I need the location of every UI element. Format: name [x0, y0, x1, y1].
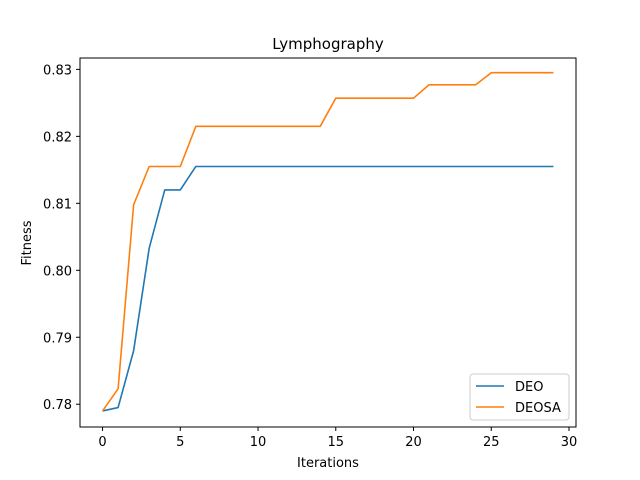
y-axis-label: Fitness — [20, 220, 35, 265]
legend: DEO DEOSA — [469, 373, 570, 421]
y-tick-label: 0.80 — [43, 264, 72, 279]
x-tick-label: 0 — [98, 435, 106, 450]
x-axis-label: Iterations — [297, 456, 359, 471]
legend-label-deo: DEO — [515, 380, 543, 395]
x-tick-label: 25 — [483, 435, 500, 450]
series-line-deosa — [101, 71, 554, 412]
series-line-deo — [102, 165, 554, 412]
y-tick-label: 0.82 — [43, 130, 72, 145]
ticks: 0 5 10 15 20 25 30 0.78 0.79 0.80 0.81 0.82 0.83 — [43, 63, 577, 450]
x-tick-label: 15 — [328, 435, 345, 450]
plot-frame — [79, 57, 577, 428]
y-tick-label: 0.83 — [43, 63, 72, 78]
x-tick-label: 10 — [250, 435, 267, 450]
legend-label-deosa: DEOSA — [515, 401, 561, 416]
x-tick-label: 5 — [176, 435, 184, 450]
y-tick-label: 0.81 — [43, 197, 72, 212]
series-lines — [101, 71, 554, 412]
y-tick-label: 0.78 — [43, 398, 72, 413]
y-tick-label: 0.79 — [43, 331, 72, 346]
x-tick-label: 20 — [405, 435, 422, 450]
chart-title: Lymphography — [272, 35, 384, 53]
x-tick-label: 30 — [561, 435, 578, 450]
